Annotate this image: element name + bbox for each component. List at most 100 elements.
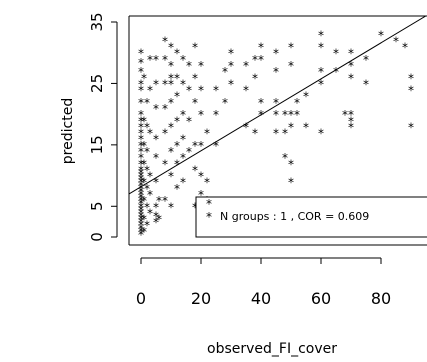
legend-marker-2: * bbox=[206, 197, 212, 211]
data-point: * bbox=[168, 41, 174, 55]
data-point: * bbox=[228, 77, 234, 91]
data-point: * bbox=[147, 84, 153, 98]
data-point: * bbox=[318, 77, 324, 91]
data-point: * bbox=[153, 102, 159, 116]
data-point: * bbox=[378, 28, 384, 42]
data-point: * bbox=[348, 120, 354, 134]
data-point: * bbox=[144, 219, 150, 233]
data-point: * bbox=[402, 41, 408, 55]
data-point: * bbox=[144, 182, 150, 196]
data-point: * bbox=[162, 102, 168, 116]
data-point: * bbox=[138, 179, 144, 193]
data-point: * bbox=[408, 71, 414, 85]
data-point: * bbox=[141, 139, 147, 153]
data-point: * bbox=[228, 47, 234, 61]
data-point: * bbox=[138, 225, 144, 239]
data-point: * bbox=[192, 96, 198, 110]
data-point: * bbox=[168, 71, 174, 85]
data-point: * bbox=[222, 96, 228, 110]
data-point: * bbox=[138, 170, 144, 184]
data-point: * bbox=[348, 71, 354, 85]
y-tick-label: 25 bbox=[88, 74, 106, 93]
data-point: * bbox=[153, 176, 159, 190]
data-point: * bbox=[153, 77, 159, 91]
data-point: * bbox=[180, 176, 186, 190]
data-point: * bbox=[273, 96, 279, 110]
data-point: * bbox=[168, 145, 174, 159]
data-point: * bbox=[192, 41, 198, 55]
legend-box bbox=[195, 196, 427, 238]
data-point: * bbox=[333, 47, 339, 61]
data-point: * bbox=[294, 96, 300, 110]
data-point: * bbox=[138, 114, 144, 128]
data-point: * bbox=[141, 176, 147, 190]
data-point: * bbox=[213, 84, 219, 98]
data-point: * bbox=[144, 145, 150, 159]
data-point: * bbox=[408, 84, 414, 98]
data-point: * bbox=[138, 176, 144, 190]
data-point: * bbox=[273, 108, 279, 122]
data-point: * bbox=[174, 47, 180, 61]
data-point: * bbox=[258, 41, 264, 55]
data-point: * bbox=[138, 197, 144, 211]
data-point: * bbox=[141, 71, 147, 85]
data-point: * bbox=[144, 96, 150, 110]
data-point: * bbox=[138, 127, 144, 141]
data-point: * bbox=[363, 53, 369, 67]
data-point: * bbox=[393, 34, 399, 48]
data-point: * bbox=[138, 151, 144, 165]
data-point: * bbox=[144, 163, 150, 177]
x-tick-label: 20 bbox=[191, 289, 211, 308]
data-point: * bbox=[192, 163, 198, 177]
data-point: * bbox=[273, 47, 279, 61]
data-point: * bbox=[138, 216, 144, 230]
x-tick-label: 40 bbox=[251, 289, 271, 308]
data-point: * bbox=[138, 200, 144, 214]
data-point: * bbox=[138, 96, 144, 110]
data-point: * bbox=[180, 108, 186, 122]
data-point: * bbox=[138, 219, 144, 233]
data-point: * bbox=[333, 65, 339, 79]
data-point: * bbox=[162, 194, 168, 208]
data-point: * bbox=[138, 188, 144, 202]
data-point: * bbox=[147, 188, 153, 202]
data-point: * bbox=[153, 133, 159, 147]
data-point: * bbox=[186, 84, 192, 98]
data-point: * bbox=[144, 200, 150, 214]
data-point: * bbox=[198, 188, 204, 202]
data-point: * bbox=[138, 185, 144, 199]
data-point: * bbox=[138, 65, 144, 79]
data-point: * bbox=[138, 77, 144, 91]
data-point: * bbox=[348, 47, 354, 61]
data-point: * bbox=[162, 77, 168, 91]
data-point: * bbox=[153, 216, 159, 230]
data-point: * bbox=[243, 84, 249, 98]
data-point: * bbox=[252, 71, 258, 85]
data-point: * bbox=[168, 200, 174, 214]
data-point: * bbox=[282, 127, 288, 141]
legend: * * N groups : 1 , COR = 0.609 bbox=[195, 196, 427, 238]
data-point: * bbox=[138, 194, 144, 208]
data-point: * bbox=[282, 151, 288, 165]
data-point: * bbox=[408, 120, 414, 134]
data-point: * bbox=[138, 133, 144, 147]
data-point: * bbox=[294, 108, 300, 122]
y-tick-label: 35 bbox=[88, 12, 106, 31]
data-point: * bbox=[273, 127, 279, 141]
data-point: * bbox=[153, 200, 159, 214]
data-point: * bbox=[141, 225, 147, 239]
data-point: * bbox=[288, 157, 294, 171]
data-point: * bbox=[168, 170, 174, 184]
data-point: * bbox=[363, 77, 369, 91]
data-point: * bbox=[204, 176, 210, 190]
data-point: * bbox=[138, 191, 144, 205]
data-point: * bbox=[288, 59, 294, 73]
data-point: * bbox=[168, 96, 174, 110]
y-tick-label: 15 bbox=[88, 135, 106, 154]
data-point: * bbox=[144, 120, 150, 134]
data-point: * bbox=[228, 59, 234, 73]
data-point: * bbox=[168, 77, 174, 91]
data-point: * bbox=[138, 213, 144, 227]
data-point: * bbox=[138, 157, 144, 171]
data-point: * bbox=[138, 108, 144, 122]
